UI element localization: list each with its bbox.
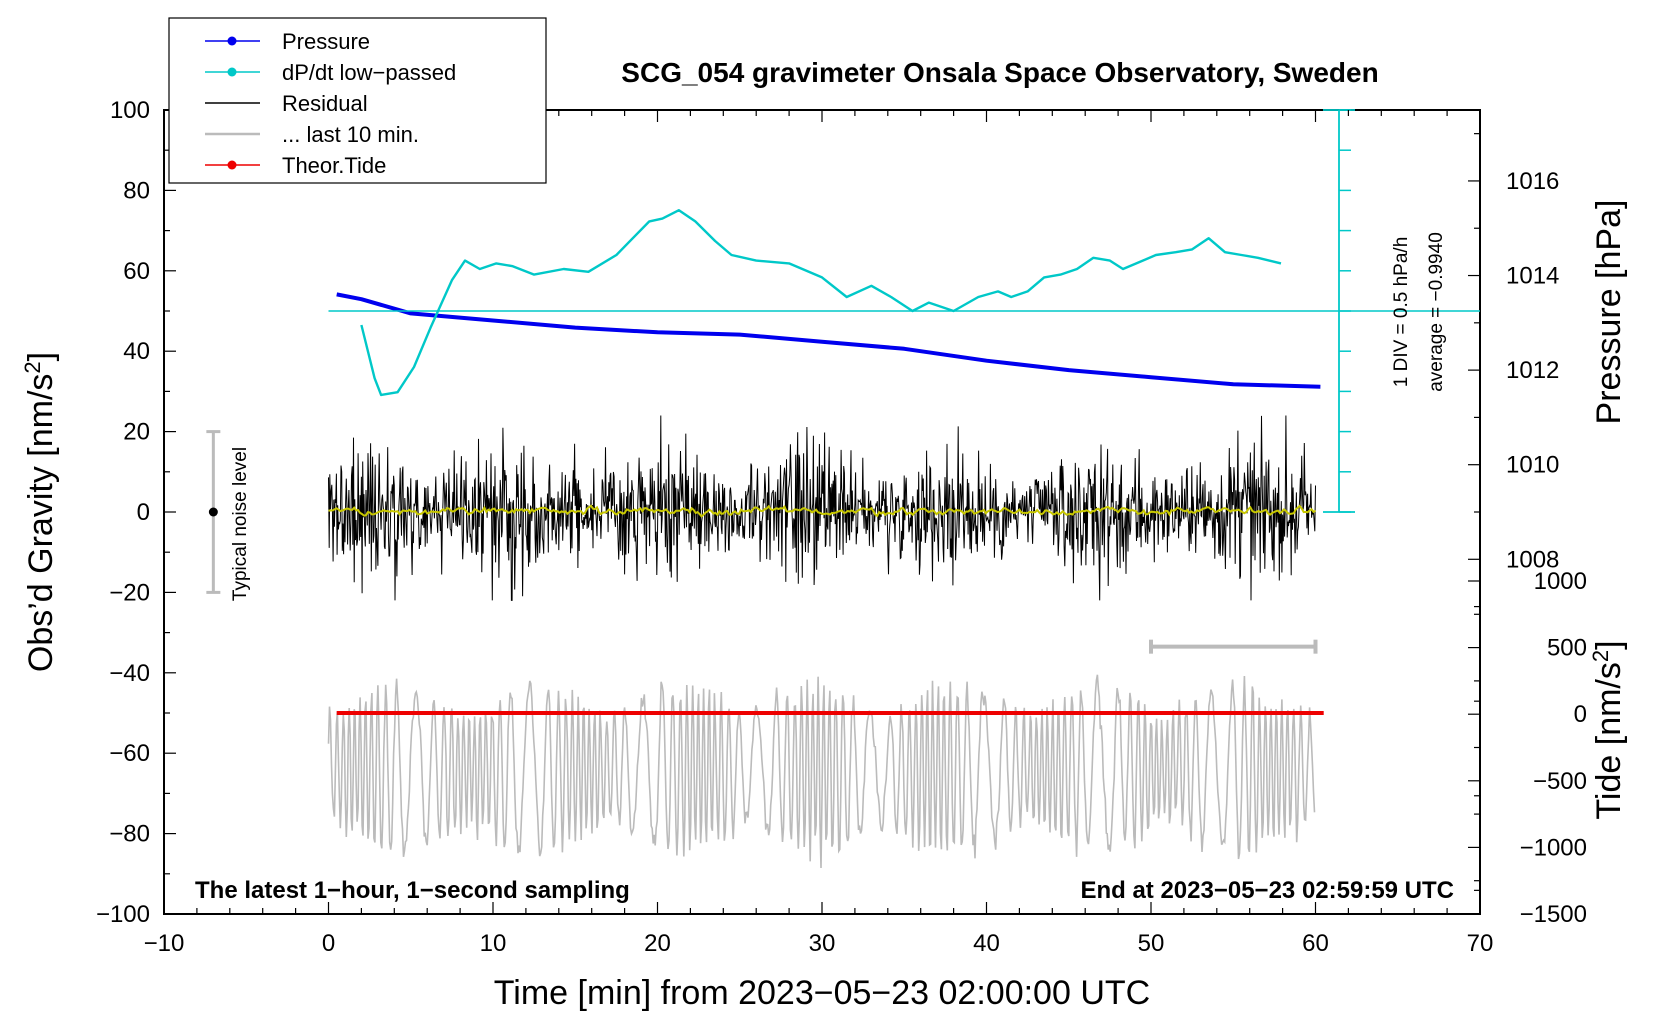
residual-layer [328, 415, 1316, 601]
legend: Pressure dP/dt low−passed Residual ... last… [168, 17, 547, 184]
last-10-min-line [327, 674, 1316, 869]
footer-left-label: The latest 1−hour, 1−second sampling [195, 877, 630, 904]
dpdt-line [360, 208, 1282, 397]
tide-tick-label: −1500 [1520, 901, 1587, 928]
legend-label: Theor.Tide [282, 153, 386, 178]
legend-box [168, 17, 547, 184]
x-tick-label: 30 [809, 930, 836, 957]
x-axis-ticks: −10 0 10 20 30 40 50 60 70 [144, 110, 1494, 957]
tide-axis-label-close: ] [1590, 640, 1628, 649]
dpdt-scale-layer [328, 109, 1480, 513]
y-axis-label: Obs’d Gravity [nm/s2] [20, 352, 60, 672]
y-axis-label-sup: 2 [20, 361, 45, 373]
x-tick-label: −10 [144, 930, 185, 957]
tide-tick-label: 500 [1547, 635, 1587, 662]
last-10-min-layer [327, 674, 1316, 869]
residual-smooth-line [328, 504, 1316, 518]
chart-title: SCG_054 gravimeter Onsala Space Observat… [621, 57, 1378, 88]
legend-label: dP/dt low−passed [282, 60, 456, 85]
dpdt-average-label: average = −0.9940 [1426, 232, 1447, 392]
x-tick-label: 20 [644, 930, 671, 957]
dpdt-div-label: 1 DIV = 0.5 hPa/h [1391, 237, 1412, 388]
dpdt-layer [360, 208, 1282, 397]
tide-tick-label: 0 [1574, 701, 1587, 728]
pressure-tick-label: 1014 [1506, 263, 1559, 290]
pressure-tick-label: 1012 [1506, 357, 1559, 384]
x-tick-label: 70 [1467, 930, 1494, 957]
y-tick-label: −40 [109, 660, 150, 687]
pressure-line [336, 292, 1321, 389]
legend-marker [227, 36, 237, 46]
tide-tick-label: 1000 [1534, 568, 1587, 595]
x-tick-label: 40 [973, 930, 1000, 957]
y-tick-label: 20 [123, 419, 150, 446]
tide-axis-label-sup: 2 [1588, 650, 1613, 662]
x-tick-label: 10 [480, 930, 507, 957]
tide-axis-label-main: Tide [nm/s [1590, 662, 1628, 819]
x-tick-label: 0 [322, 930, 335, 957]
footer-right-label: End at 2023−05−23 02:59:59 UTC [1080, 877, 1454, 904]
pressure-layer [336, 292, 1321, 389]
tide-axis-label: Tide [nm/s2] [1588, 640, 1628, 819]
legend-marker [227, 160, 237, 170]
legend-label: ... last 10 min. [282, 122, 419, 147]
pressure-tick-label: 1010 [1506, 452, 1559, 479]
noise-bar-center-dot [208, 507, 218, 517]
legend-marker [227, 67, 237, 77]
noise-level-label: Typical noise level [230, 447, 251, 601]
x-tick-label: 60 [1302, 930, 1329, 957]
noise-bar-layer [206, 430, 221, 594]
tide-tick-label: −500 [1533, 768, 1587, 795]
pressure-axis-ticks: 1016 1014 1012 1010 1008 [1468, 133, 1559, 891]
y-tick-label: −100 [96, 901, 150, 928]
y-tick-label: 60 [123, 258, 150, 285]
y-tick-label: 100 [110, 97, 150, 124]
pressure-tick-label: 1008 [1506, 546, 1559, 573]
x-axis-label: Time [min] from 2023−05−23 02:00:00 UTC [494, 974, 1150, 1012]
residual-smooth-layer [328, 504, 1316, 518]
pressure-tick-label: 1016 [1506, 168, 1559, 195]
legend-label: Pressure [282, 29, 370, 54]
y-axis-ticks: 100 80 60 40 20 0 −20 −40 −60 −80 −100 [96, 97, 176, 928]
legend-items: Pressure dP/dt low−passed Residual ... last… [205, 29, 456, 178]
y-tick-label: 0 [137, 499, 150, 526]
y-tick-label: −80 [109, 821, 150, 848]
y-axis-label-main: Obs’d Gravity [nm/s [22, 374, 60, 673]
residual-line [328, 415, 1316, 601]
y-tick-label: −20 [109, 579, 150, 606]
y-tick-label: 80 [123, 177, 150, 204]
scale-bar-layer [1149, 639, 1318, 654]
legend-label: Residual [282, 91, 368, 116]
tide-tick-label: −1000 [1520, 834, 1587, 861]
tide-axis-ticks: 1000 500 0 −500 −1000 −1500 [1468, 568, 1587, 928]
y-tick-label: 40 [123, 338, 150, 365]
y-axis-label-close: ] [22, 352, 60, 361]
pressure-axis-label: Pressure [hPa] [1590, 200, 1628, 425]
y-tick-label: −60 [109, 740, 150, 767]
x-tick-label: 50 [1138, 930, 1165, 957]
